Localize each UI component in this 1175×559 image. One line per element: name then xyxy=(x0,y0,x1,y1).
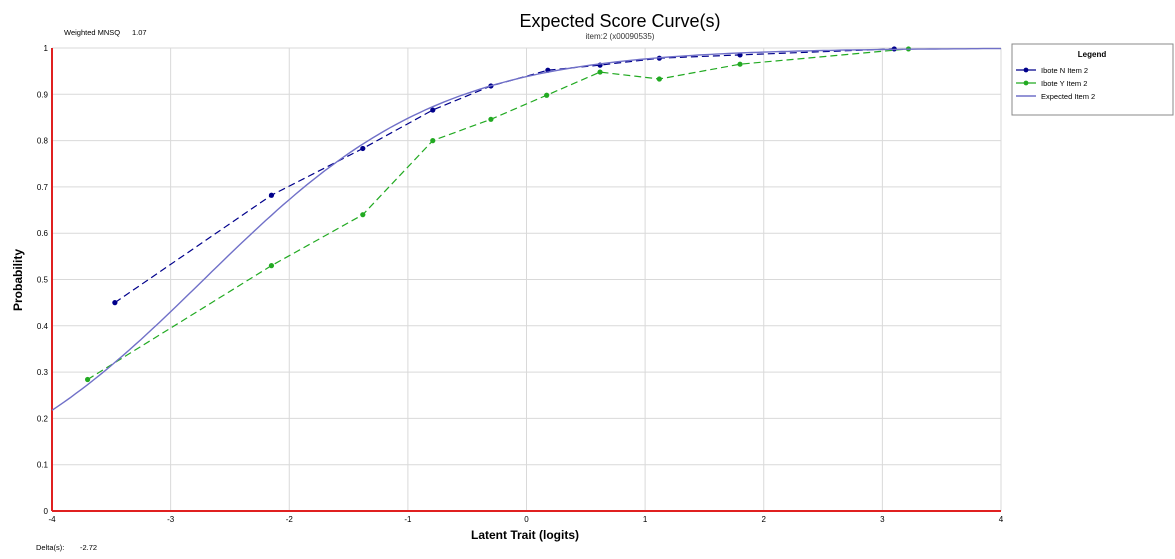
x-tick-label: -4 xyxy=(48,515,56,524)
data-point xyxy=(430,107,436,113)
delta-label: Delta(s): xyxy=(36,543,64,552)
legend-label: Expected Item 2 xyxy=(1041,92,1095,101)
x-tick-label: -2 xyxy=(286,515,294,524)
legend-box xyxy=(1011,43,1174,116)
gridlines xyxy=(52,47,1002,511)
data-point xyxy=(597,69,603,75)
legend-items: Ibote N Item 2 Ibote Y Item 2 Expected Ite… xyxy=(1016,66,1095,101)
y-tick-label: 0.7 xyxy=(37,183,49,192)
data-point xyxy=(268,263,275,269)
data-point xyxy=(360,145,366,152)
y-tick-label: 0.8 xyxy=(37,137,49,146)
data-point xyxy=(656,76,662,82)
mnsq-value: 1.07 xyxy=(132,28,147,37)
data-point xyxy=(430,138,436,144)
data-point xyxy=(112,300,118,306)
data-point xyxy=(737,61,743,67)
series-layer xyxy=(51,46,1001,411)
x-tick-label: 1 xyxy=(643,515,648,524)
data-point xyxy=(488,116,494,122)
chart-title: Expected Score Curve(s) xyxy=(519,11,720,31)
x-tick-label: 2 xyxy=(762,515,767,524)
data-point xyxy=(544,92,550,98)
legend-title: Legend xyxy=(1078,50,1107,59)
y-tick-label: 0 xyxy=(44,507,49,516)
y-tick-label: 0.2 xyxy=(37,414,49,423)
legend-swatch-marker xyxy=(1023,80,1029,86)
y-tick-label: 1 xyxy=(44,44,49,53)
x-tick-label: -1 xyxy=(404,515,412,524)
series-line-0 xyxy=(114,48,895,304)
x-tick-label: 4 xyxy=(999,515,1004,524)
x-axis-title: Latent Trait (logits) xyxy=(471,528,579,542)
y-tick-label: 0.1 xyxy=(37,461,49,470)
y-tick-label: 0.6 xyxy=(37,229,49,238)
x-tick-label: -3 xyxy=(167,515,175,524)
chart-subtitle: item:2 (x00090535) xyxy=(586,32,655,41)
x-tick-label: 0 xyxy=(524,515,529,524)
series-line-expected xyxy=(51,47,1001,411)
data-point xyxy=(268,192,275,198)
delta-value: -2.72 xyxy=(80,543,97,552)
y-tick-label: 0.9 xyxy=(37,90,49,99)
y-tick-label: 0.4 xyxy=(37,322,49,331)
legend: Legend Ibote N Item 2 Ibote Y Item 2 Expec… xyxy=(1011,43,1174,116)
series-line-1 xyxy=(87,48,909,381)
tick-labels: -4 -3 -2 -1 0 1 2 3 4 0 0.1 0.2 0.3 0.4 0.5 0.6 0.7 0.8 0.… xyxy=(37,44,1004,524)
mnsq-label: Weighted MNSQ xyxy=(64,28,120,37)
y-tick-label: 0.5 xyxy=(37,276,49,285)
x-tick-label: 3 xyxy=(880,515,885,524)
legend-label: Ibote Y Item 2 xyxy=(1041,79,1087,88)
legend-label: Ibote N Item 2 xyxy=(1041,66,1088,75)
legend-swatch-marker xyxy=(1023,67,1029,73)
axes xyxy=(51,48,1001,512)
data-point xyxy=(360,212,366,218)
data-point xyxy=(84,376,91,383)
y-axis-title: Probability xyxy=(11,249,25,311)
y-tick-label: 0.3 xyxy=(37,368,49,377)
